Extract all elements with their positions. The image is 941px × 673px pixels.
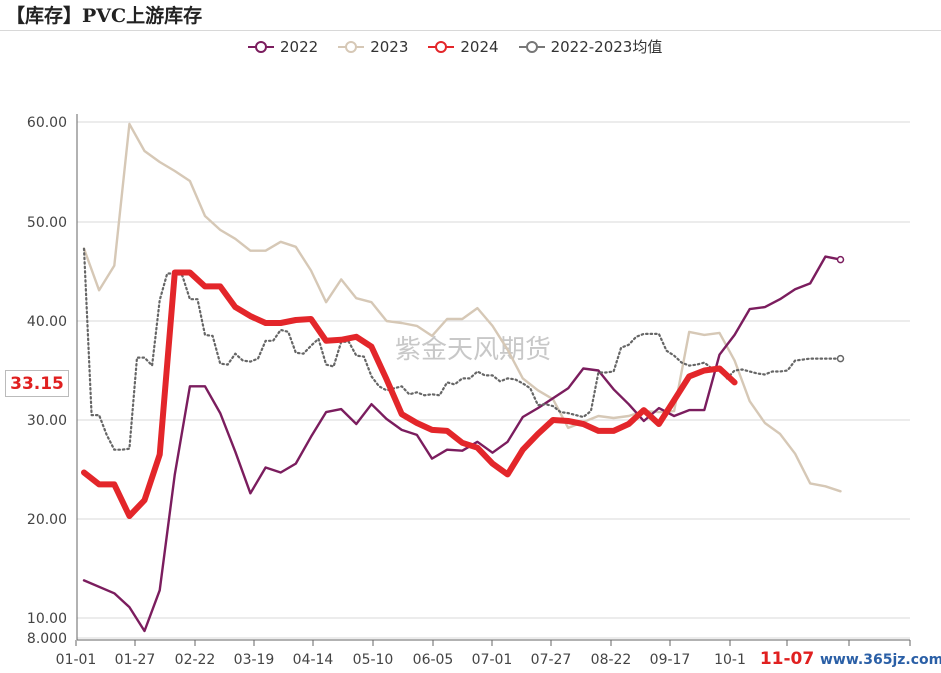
chart-title: 【库存】PVC上游库存 <box>6 5 203 27</box>
legend-line-icon <box>518 40 545 53</box>
series-end-marker <box>836 255 845 264</box>
x-tick-label: 01-27 <box>115 652 156 668</box>
series-line-2023 <box>82 122 842 493</box>
legend-line-icon <box>338 40 365 53</box>
x-tick-label: 07-27 <box>531 652 572 668</box>
y-highlight-label: 33.15 <box>5 370 69 397</box>
legend-item-2022[interactable]: 2022 <box>248 38 318 56</box>
x-tick-label: 01-01 <box>56 652 97 668</box>
legend-label: 2022 <box>280 37 319 56</box>
title-divider <box>0 30 941 31</box>
x-tick-label: 03-19 <box>234 652 275 668</box>
legend-line-icon <box>248 40 274 53</box>
y-tick-label: 30.00 <box>27 413 67 429</box>
legend-line-icon <box>428 40 455 53</box>
legend-item-2024[interactable]: 2024 <box>428 37 499 56</box>
watermark: 紫金天风期货 <box>395 335 551 365</box>
y-tick-label: 20.00 <box>27 512 67 528</box>
x-highlight-label: 11-07 <box>760 649 814 669</box>
legend: 2022 2023 2024 2022-2023均值 <box>248 36 662 57</box>
x-tick-label: 08-22 <box>591 652 632 668</box>
x-tick-label: 02-22 <box>175 652 216 668</box>
axes <box>75 114 911 646</box>
legend-item-2023[interactable]: 2023 <box>338 38 408 56</box>
y-tick-label: 8.000 <box>27 631 67 647</box>
x-tick-label: 10-1 <box>714 652 746 668</box>
y-tick-label: 40.00 <box>27 314 67 330</box>
gridlines <box>77 121 910 639</box>
series-lines <box>81 122 845 633</box>
y-tick-label: 10.00 <box>27 611 67 627</box>
x-tick-label: 09-17 <box>650 652 691 668</box>
y-axis-labels: 8.000 10.00 20.00 30.00 40.00 50.00 60.00 <box>27 115 67 647</box>
x-tick-label: 07-01 <box>472 652 513 668</box>
y-tick-label: 50.00 <box>27 215 67 231</box>
y-tick-label: 60.00 <box>27 115 67 131</box>
legend-label: 2022-2023均值 <box>550 38 663 56</box>
site-watermark: www.365jz.com <box>820 652 941 668</box>
x-axis-labels: 01-01 01-27 02-22 03-19 04-14 05-10 06-05 07-01… <box>56 649 815 669</box>
legend-item-avg[interactable]: 2022-2023均值 <box>518 36 663 57</box>
series-line-2024 <box>81 269 738 519</box>
legend-label: 2023 <box>370 37 409 56</box>
legend-label: 2024 <box>460 37 499 56</box>
x-tick-label: 06-05 <box>413 652 454 668</box>
x-tick-label: 04-14 <box>293 652 334 668</box>
x-tick-label: 05-10 <box>353 652 394 668</box>
series-end-marker <box>836 354 845 363</box>
